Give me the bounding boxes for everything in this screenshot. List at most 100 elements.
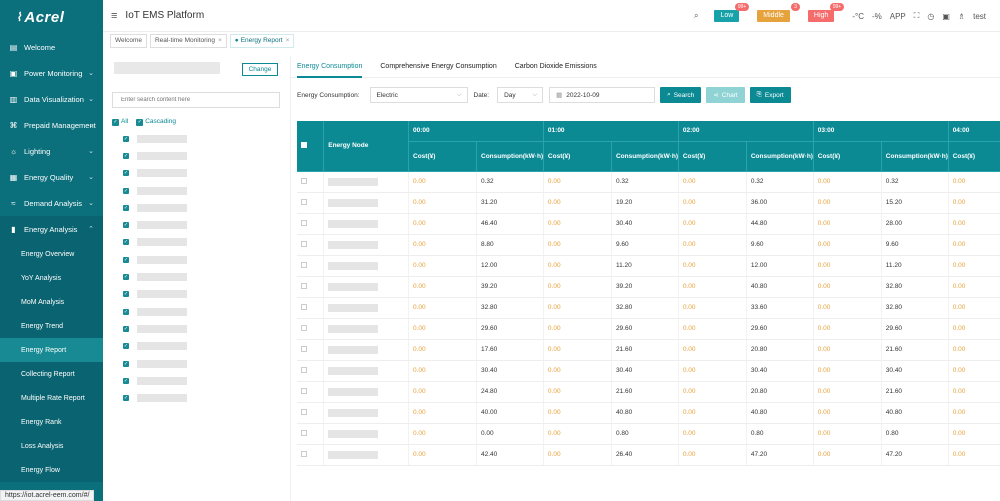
sidebar-item-demand-analysis[interactable]: ≈ Demand Analysis ⌄ [0,190,103,216]
page-tab-real-time-monitoring[interactable]: Real-time Monitoring × [149,34,227,48]
row-select-cell[interactable] [297,213,325,235]
tree-node[interactable]: ✓ [123,372,187,389]
report-tab-1[interactable]: Comprehensive Energy Consumption [380,62,497,70]
sidebar-item-energy-analysis[interactable]: ▮ Energy Analysis ⌃ [0,216,103,242]
sidebar-item-prepaid-management[interactable]: ⌘ Prepaid Management ⌄ [0,112,103,138]
tree-node[interactable]: ✓ [123,147,187,164]
sidebar-item-lighting[interactable]: ☼ Lighting ⌄ [0,138,103,164]
logo[interactable]: ⌇ Acrel [0,0,103,34]
table-row[interactable]: 0.008.800.009.600.009.600.009.600.009.60 [297,234,1000,256]
row-select-cell[interactable] [297,276,325,298]
row-select-cell[interactable] [297,423,325,445]
sidebar-subitem-energy-flow[interactable]: Energy Flow [0,458,103,482]
sidebar-item-data-visualization[interactable]: ▥ Data Visualization ⌄ [0,86,103,112]
tree-node[interactable]: ✓ [123,268,187,285]
select-all-cell[interactable] [297,121,325,172]
period-select[interactable]: Day ⌵ [497,87,544,103]
change-button[interactable]: Change [242,63,278,76]
close-icon[interactable]: × [217,37,222,44]
table-row[interactable]: 0.00 31.20 0.00 19.20 0.00 36.00 0.00 15.20 0.00… [297,192,1000,214]
sidebar-subitem-collecting-report[interactable]: Collecting Report [0,362,103,386]
tree-node[interactable]: ✓ [123,182,187,199]
node-checkbox[interactable]: ✓ [123,274,129,281]
row-checkbox[interactable] [301,177,307,184]
node-checkbox[interactable]: ✓ [123,377,129,384]
username[interactable]: test [973,11,986,21]
row-checkbox[interactable] [301,408,307,415]
node-checkbox[interactable]: ✓ [123,204,129,211]
sidebar-item-welcome[interactable]: ▤ Welcome [0,34,103,60]
table-row[interactable]: 0.00 24.80 0.00 21.60 0.00 20.80 0.00 21.60 0.00… [297,381,1000,403]
date-picker[interactable]: ▦ 2022-10-09 [549,87,656,103]
tree-node[interactable]: ✓ [123,303,187,320]
table-row[interactable]: 0.00 46.40 0.00 30.40 0.00 44.80 0.00 28.00 0.00… [297,213,1000,235]
node-checkbox[interactable]: ✓ [123,152,129,159]
table-row[interactable]: 0.00 32.80 0.00 32.80 0.00 33.60 0.00 32.80 0.00… [297,297,1000,319]
close-icon[interactable]: × [285,37,290,44]
table-row[interactable]: 0.00 42.40 0.00 26.40 0.00 47.20 0.00 47.20 0.00… [297,444,1000,466]
row-checkbox[interactable] [301,429,307,436]
row-select-cell[interactable] [297,339,325,361]
sidebar-subitem-energy-trend[interactable]: Energy Trend [0,314,103,338]
node-checkbox[interactable]: ✓ [123,170,129,177]
node-checkbox[interactable]: ✓ [123,343,129,350]
tree-node[interactable]: ✓ [123,389,187,406]
row-checkbox[interactable] [301,345,307,352]
tree-node[interactable]: ✓ [123,286,187,303]
window-icon[interactable]: ▣ [942,11,950,21]
row-checkbox[interactable] [301,387,307,394]
all-checkbox[interactable]: ✓ All [112,118,129,126]
sidebar-subitem-energy-overview[interactable]: Energy Overview [0,242,103,266]
node-checkbox[interactable]: ✓ [123,325,129,332]
table-row[interactable]: 0.00 29.60 0.00 29.60 0.00 29.60 0.00 29.60 0.00… [297,318,1000,340]
node-checkbox[interactable]: ✓ [123,256,129,263]
search-icon[interactable]: ⌕ [693,11,699,20]
alarm-middle-badge[interactable]: Middle 3 [757,3,800,22]
tree-node[interactable]: ✓ [123,234,187,251]
table-row[interactable]: 0.000.000.000.800.000.800.000.800.000.00 [297,423,1000,445]
row-select-cell[interactable] [297,297,325,319]
table-row[interactable]: 0.00 40.00 0.00 40.80 0.00 40.80 0.00 40.80 0.00… [297,402,1000,424]
sidebar-subitem-energy-report[interactable]: Energy Report [0,338,103,362]
tree-node[interactable]: ✓ [123,165,187,182]
row-checkbox[interactable] [301,261,307,268]
node-checkbox[interactable]: ✓ [123,239,129,246]
tree-node[interactable]: ✓ [123,355,187,372]
search-button[interactable]: ⌕ Search [660,87,702,103]
clock-icon[interactable]: ◷ [927,11,935,21]
alarm-low-badge[interactable]: Low 99+ [714,3,750,22]
table-row[interactable]: 0.00 17.60 0.00 21.60 0.00 20.80 0.00 21.60 0.00… [297,339,1000,361]
tree-search-input[interactable] [112,92,280,108]
node-checkbox[interactable]: ✓ [123,187,129,194]
sidebar-subitem-mom-analysis[interactable]: MoM Analysis [0,290,103,314]
node-checkbox[interactable]: ✓ [123,395,129,402]
report-tab-0[interactable]: Energy Consumption [297,56,363,78]
row-select-cell[interactable] [297,402,325,424]
node-checkbox[interactable]: ✓ [123,360,129,367]
sidebar-subitem-energy-rank[interactable]: Energy Rank [0,410,103,434]
report-tab-2[interactable]: Carbon Dioxide Emissions [514,62,597,70]
sidebar-subitem-yoy-analysis[interactable]: YoY Analysis [0,266,103,290]
tree-node[interactable]: ✓ [123,338,187,355]
app-link[interactable]: APP [889,11,906,21]
row-select-cell[interactable] [297,192,325,214]
cascading-checkbox[interactable]: ✓ Cascading [136,118,176,126]
row-checkbox[interactable] [301,282,307,289]
row-checkbox[interactable] [301,450,307,457]
sidebar-subitem-loss-analysis[interactable]: Loss Analysis [0,434,103,458]
node-checkbox[interactable]: ✓ [123,291,129,298]
table-row[interactable]: 0.00 30.40 0.00 30.40 0.00 30.40 0.00 30.40 0.00… [297,360,1000,382]
row-checkbox[interactable] [301,366,307,373]
row-select-cell[interactable] [297,360,325,382]
row-select-cell[interactable] [297,381,325,403]
alarm-high-badge[interactable]: High 99+ [807,3,845,22]
fullscreen-icon[interactable]: ⛶ [913,11,920,20]
sidebar-subitem-multiple-rate-report[interactable]: Multiple Rate Report [0,386,103,410]
node-checkbox[interactable]: ✓ [123,222,129,229]
page-tab-energy-report[interactable]: ● Energy Report × [229,34,295,48]
tree-node[interactable]: ✓ [123,130,187,147]
page-tab-welcome[interactable]: Welcome [110,34,147,48]
tree-node[interactable]: ✓ [123,251,187,268]
table-row[interactable]: 0.00 39.20 0.00 39.20 0.00 40.80 0.00 32.80 0.00… [297,276,1000,298]
tree-node[interactable]: ✓ [123,216,187,233]
